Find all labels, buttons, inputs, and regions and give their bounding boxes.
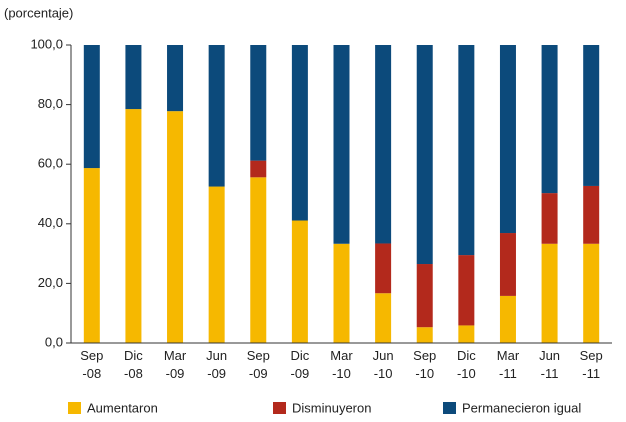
y-tick-label: 0,0: [45, 334, 63, 349]
x-tick-label: Jun -09: [206, 348, 227, 381]
y-tick-label: 100,0: [30, 36, 63, 51]
bar-segment: [416, 45, 433, 265]
bar-segment: [416, 327, 433, 343]
legend-label: Disminuyeron: [292, 400, 371, 415]
bar-segment: [208, 186, 225, 343]
bar-segment: [375, 293, 392, 343]
bar-segment: [167, 111, 184, 343]
bar-segment: [499, 233, 516, 296]
bar-segment: [250, 177, 267, 343]
chart-subtitle: (porcentaje): [4, 5, 73, 20]
bar-segment: [291, 45, 308, 221]
legend-label: Permanecieron igual: [462, 400, 581, 415]
y-tick-label: 60,0: [38, 156, 63, 171]
bar-segment: [583, 45, 600, 186]
bar-segment: [125, 109, 142, 343]
bar-segment: [499, 295, 516, 343]
x-tick-label: Dic -08: [124, 348, 143, 381]
x-tick-label: Mar -11: [497, 348, 520, 381]
legend-swatch: [273, 402, 286, 414]
y-tick-label: 80,0: [38, 96, 63, 111]
bar-segment: [333, 45, 350, 244]
bar-segment: [583, 243, 600, 343]
legend-label: Aumentaron: [87, 400, 158, 415]
bar-segment: [541, 243, 558, 343]
x-tick-label: Sep -09: [247, 348, 270, 381]
x-tick-label: Dic -09: [290, 348, 309, 381]
bar-segment: [541, 193, 558, 244]
bar-segment: [125, 45, 142, 110]
x-tick-label: Sep -08: [80, 348, 103, 381]
bar-segment: [458, 255, 475, 326]
x-tick-label: Sep -10: [413, 348, 436, 381]
bar-segment: [583, 185, 600, 244]
bar-segment: [250, 45, 267, 161]
bar-segment: [83, 45, 100, 169]
bar-segment: [250, 160, 267, 178]
x-tick-label: Mar -10: [330, 348, 353, 381]
bar-segment: [291, 220, 308, 343]
bar-segment: [416, 264, 433, 328]
y-tick-label: 20,0: [38, 275, 63, 290]
bar-segment: [499, 45, 516, 234]
bar-segment: [333, 243, 350, 343]
y-tick-label: 40,0: [38, 215, 63, 230]
bar-segment: [375, 45, 392, 244]
bar-segment: [541, 45, 558, 194]
x-tick-label: Dic -10: [457, 348, 476, 381]
bar-segment: [167, 45, 184, 112]
bar-segment: [208, 45, 225, 187]
bar-segment: [375, 243, 392, 294]
legend-swatch: [443, 402, 456, 414]
bar-segment: [458, 325, 475, 343]
legend-swatch: [68, 402, 81, 414]
bar-segment: [458, 45, 475, 256]
x-tick-label: Sep -11: [580, 348, 603, 381]
bar-segment: [83, 168, 100, 343]
x-tick-label: Jun -11: [539, 348, 560, 381]
x-tick-label: Mar -09: [164, 348, 187, 381]
x-tick-label: Jun -10: [373, 348, 394, 381]
